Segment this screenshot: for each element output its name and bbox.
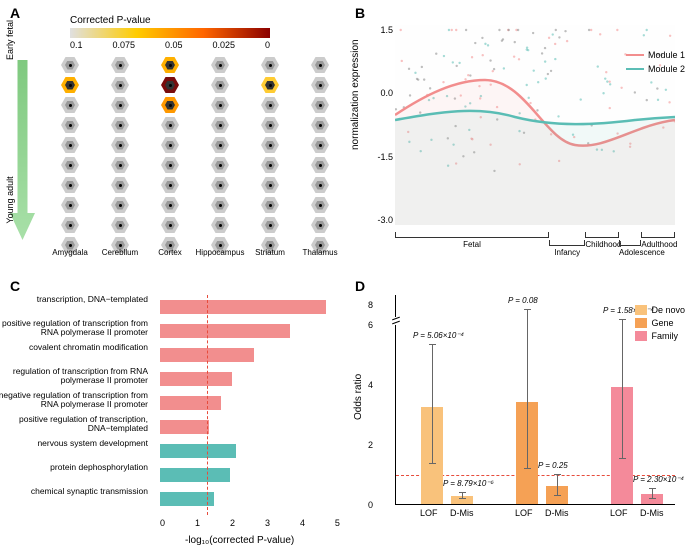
y-axis-b: 1.50.0-1.5-3.0 [375, 25, 393, 225]
colorbar-ticks: 0.10.0750.050.0250 [70, 40, 270, 50]
threshold-line-c [207, 295, 208, 515]
y-axis-label-d: Odds ratio [353, 374, 364, 420]
panel-d: Odds ratio 02468 P = 5.06×10⁻⁴P = 8.79×1… [355, 280, 690, 550]
colorbar: Corrected P-value 0.10.0750.050.0250 [70, 15, 270, 50]
legend-d: De novoGeneFamily [635, 305, 685, 344]
y-axis-label-b: normalization expression [350, 39, 361, 150]
panel-b: normalization expression 1.50.0-1.5-3.0 … [355, 10, 690, 270]
x-axis-label-c: -log₁₀(corrected P-value) [185, 535, 294, 546]
chart-d: P = 5.06×10⁻⁴P = 8.79×10⁻⁶P = 0.08P = 0.… [395, 295, 675, 505]
x-axis-b: FetalInfancyChildhoodAdolescenceAdulthoo… [395, 232, 675, 257]
hex-grid [45, 55, 345, 255]
region-labels: AmygdalaCerebllumCortexHippocampusStriat… [45, 248, 345, 257]
panel-a: Corrected P-value 0.10.0750.050.0250 Dev… [10, 10, 350, 270]
dev-label-young: Young adult [5, 170, 15, 230]
axis-break [392, 317, 400, 325]
dev-label-early: Early fetal [5, 10, 15, 70]
panel-c: transcription, DNA−templatedpositive reg… [10, 280, 350, 550]
colorbar-title: Corrected P-value [70, 15, 270, 26]
colorbar-gradient [70, 28, 270, 38]
x-axis-c: 012345 [160, 518, 340, 528]
legend-b: Module 1Module 2 [626, 50, 685, 78]
